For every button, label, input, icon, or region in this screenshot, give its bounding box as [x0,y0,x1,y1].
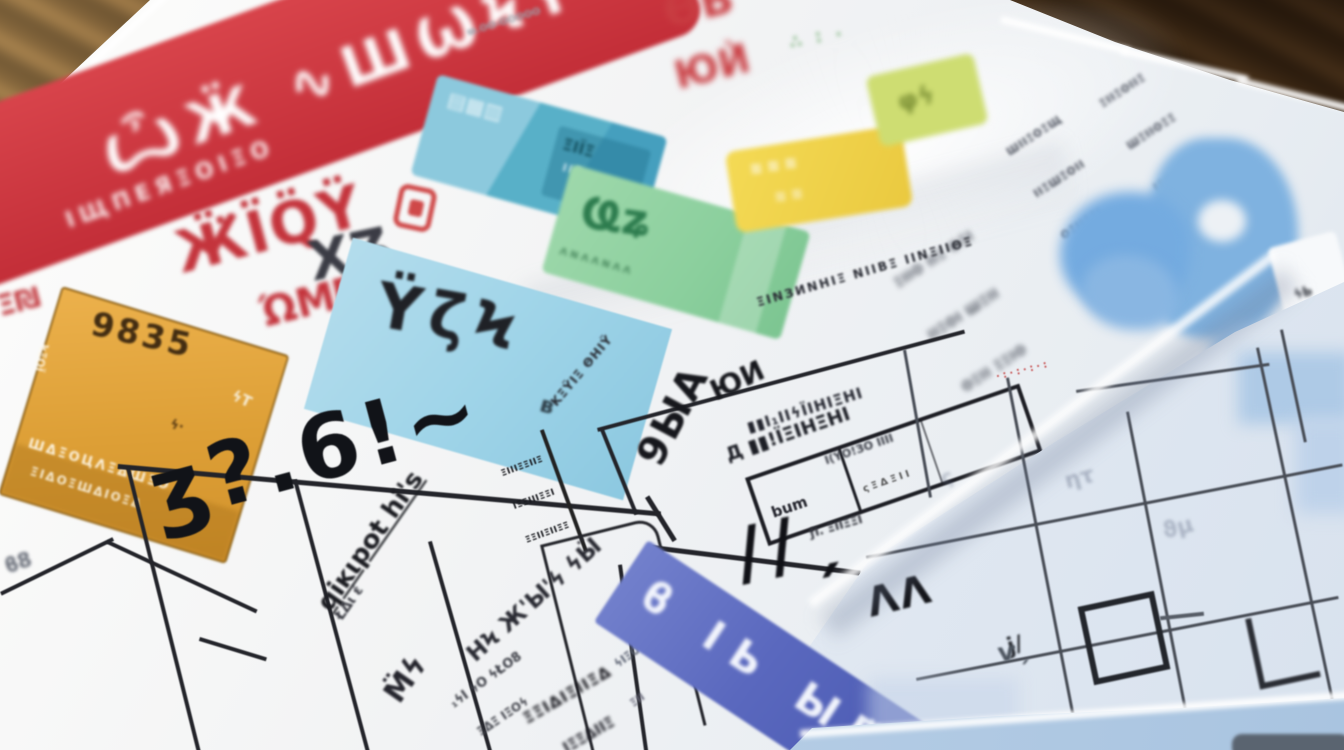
orange-box-corner-mark: ϟΤ [228,386,255,412]
blue-wash [1238,352,1344,424]
blue-map-shape-arm [1082,255,1177,330]
yellow-box-row-2: ≋≋ [772,183,809,207]
fine-print-row: ΞΙΙΞΟΙΙΞ [1097,71,1148,110]
blue-map-shape-gap [1198,200,1246,242]
pencil-check-mark: ѵˏ [995,634,1031,669]
teal-panel-glyphs: ΞΙΪΞ [560,133,597,161]
fine-print-row: ШΞΙΙΟΞΞ [1124,111,1179,153]
green-box-footer-glyphs: ΛΝΛΛΝΛΛ [558,246,635,278]
green-box-light-stripe [717,214,787,334]
teal-box-glyph-row: ▤▦▥ [444,87,506,126]
yellow-box-row-1: ≋≋≋ [748,151,803,179]
sky-cell-brush-glyphs: ΫζϞ [370,268,531,367]
fine-print-row: ШΙΙΞΟΞЩ [1004,113,1065,158]
dark-object-corner [1232,734,1344,750]
bum-cell-dashes: ςΞΔΞΙΙ [861,467,914,495]
fine-print-row: ΙΙΞШΞΟΙΙ [1031,158,1088,201]
ink-bracket-box [1077,590,1171,686]
dense-row: ΙΞΞΙΙΙΞΞΙ [511,487,557,513]
green-box-scribble: Ҩʑ [577,187,656,248]
lime-box-glyphs: φϟ [894,79,938,118]
red-seal-inner [407,198,425,218]
dense-row: ΞΙΙΙΞΞΙΙΞ [499,454,545,480]
